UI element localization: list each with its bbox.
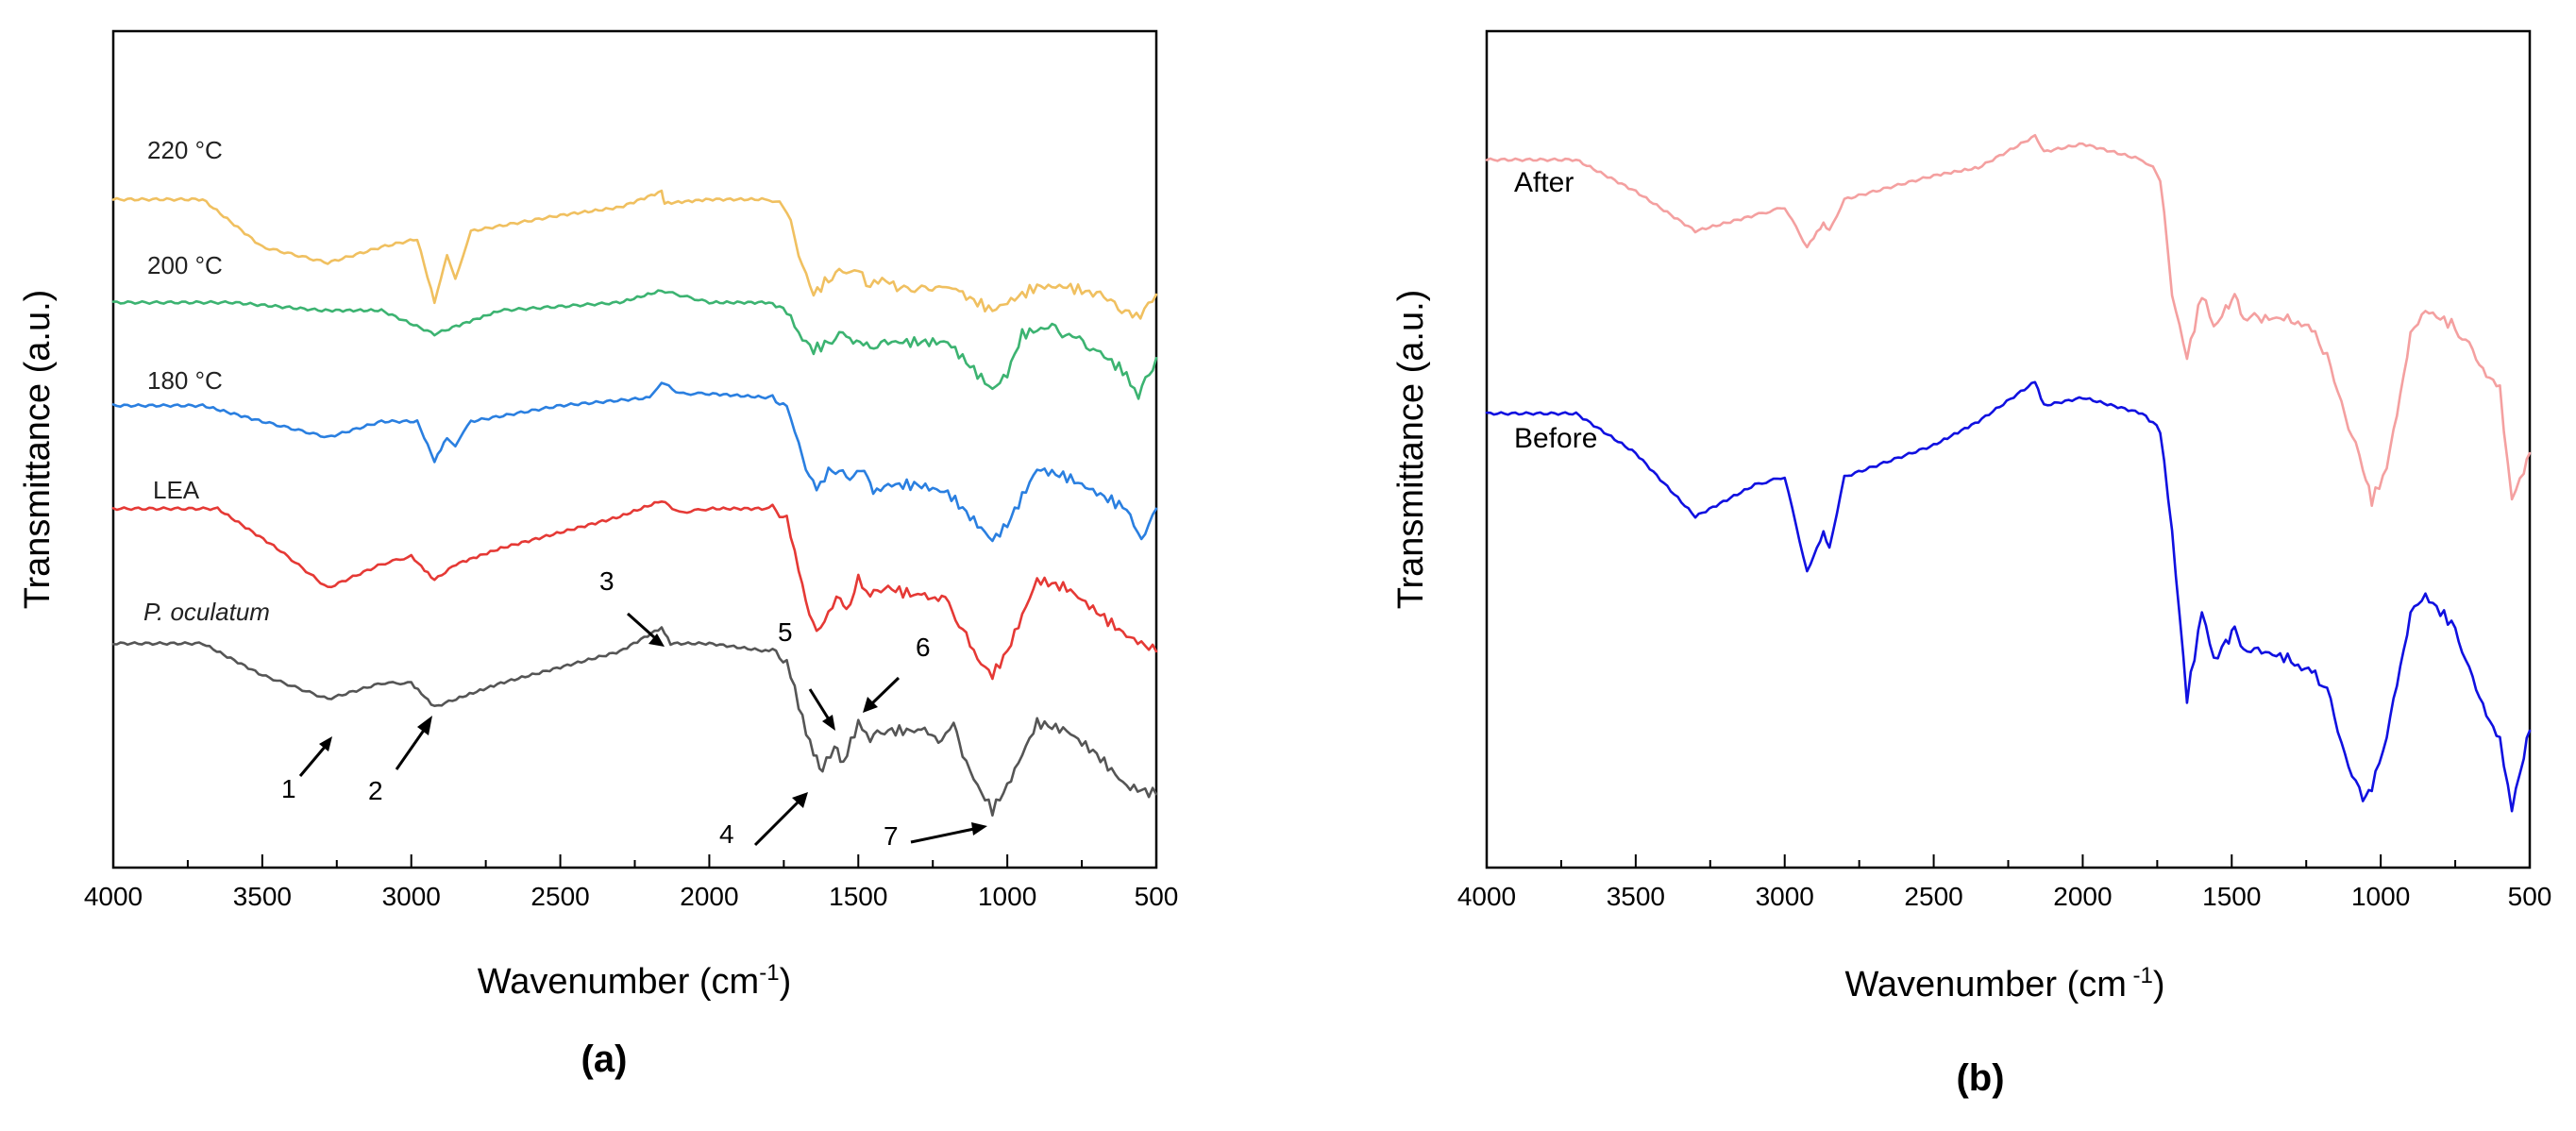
panel-a-x-tick-label-4000: 4000	[84, 882, 143, 911]
annotation-6-label: 6	[916, 633, 931, 662]
panel-b-x-tick-label-2000: 2000	[2053, 882, 2112, 911]
panel-b-y-axis-title: Transmittance (a.u.)	[1391, 290, 1431, 610]
label-LEA: LEA	[153, 476, 200, 504]
annotation-1-label: 1	[281, 774, 296, 803]
panel-a-series-p-oculatum	[111, 626, 1158, 817]
annotation-7-label: 7	[884, 821, 899, 851]
label-before: Before	[1514, 423, 1597, 454]
annotation-6: 6	[863, 633, 931, 713]
panel-a-x-tick-label-1000: 1000	[978, 882, 1036, 911]
panel-a-x-tick-label-2000: 2000	[680, 882, 738, 911]
panel-a-traces	[111, 189, 1158, 817]
panel-a-label: (a)	[581, 1038, 628, 1080]
panel-b-traces	[1485, 133, 2532, 813]
panel-b-label: (b)	[1956, 1057, 2004, 1099]
panel-b-x-ticks	[1486, 854, 2531, 868]
panel-b-x-tick-label-3000: 3000	[1756, 882, 1814, 911]
annotation-3: 3	[599, 566, 665, 647]
panel-a-x-tick-label-3500: 3500	[233, 882, 292, 911]
panel-a-series-200-c	[111, 289, 1158, 400]
annotation-2-label: 2	[368, 776, 383, 805]
annotation-1: 1	[281, 736, 332, 803]
panel-a-x-ticks	[112, 854, 1157, 868]
panel-a-x-tick-label-2500: 2500	[530, 882, 589, 911]
panel-a-frame	[111, 29, 1158, 869]
panel-b-x-tick-label-1000: 1000	[2351, 882, 2410, 911]
annotation-4-label: 4	[719, 819, 734, 849]
panel-a-x-axis-title: Wavenumber (cm-1)	[478, 960, 791, 1002]
annotation-3-label: 3	[599, 566, 615, 596]
panel-a-x-tick-label-3000: 3000	[382, 882, 441, 911]
annotation-5-label: 5	[778, 617, 793, 647]
panel-a-series-lea	[111, 500, 1158, 681]
panel-a-series-180-c	[111, 381, 1158, 543]
panel-a-y-axis-title: Transmittance (a.u.)	[18, 290, 58, 610]
annotation-7: 7	[884, 821, 987, 851]
annotation-2: 2	[368, 716, 432, 805]
panel-b: 4000 3500 3000 2500 2000 1500 1000 500 After Be…	[1391, 29, 2552, 1099]
annotation-4: 4	[719, 792, 808, 849]
panel-b-x-tick-label-3500: 3500	[1607, 882, 1665, 911]
annotation-5: 5	[778, 617, 835, 731]
panel-b-x-tick-label-500: 500	[2508, 882, 2552, 911]
panel-a-x-tick-label-500: 500	[1135, 882, 1179, 911]
panel-b-x-tick-labels: 4000 3500 3000 2500 2000 1500 1000 500	[1457, 882, 2552, 911]
panel-b-x-axis-title: Wavenumber (cm -1)	[1844, 963, 2164, 1004]
panel-b-series-before	[1485, 380, 2532, 813]
panel-a-x-tick-label-1500: 1500	[829, 882, 887, 911]
panel-b-x-tick-label-1500: 1500	[2202, 882, 2261, 911]
panel-a-x-tick-labels: 4000 3500 3000 2500 2000 1500 1000 500	[84, 882, 1179, 911]
panel-b-x-tick-label-2500: 2500	[1904, 882, 1962, 911]
label-180C: 180 °C	[147, 366, 223, 395]
label-p-oculatum: P. oculatum	[143, 598, 270, 626]
panel-a-series-220-c	[111, 189, 1158, 320]
panel-a: 4000 3500 3000 2500 2000 1500 1000 500 220 °C 2…	[18, 29, 1179, 1080]
panel-b-frame	[1485, 29, 2532, 869]
panel-b-series-after	[1485, 133, 2532, 507]
panel-b-x-tick-label-4000: 4000	[1457, 882, 1516, 911]
label-after: After	[1514, 167, 1574, 198]
label-220C: 220 °C	[147, 136, 223, 164]
label-200C: 200 °C	[147, 251, 223, 279]
